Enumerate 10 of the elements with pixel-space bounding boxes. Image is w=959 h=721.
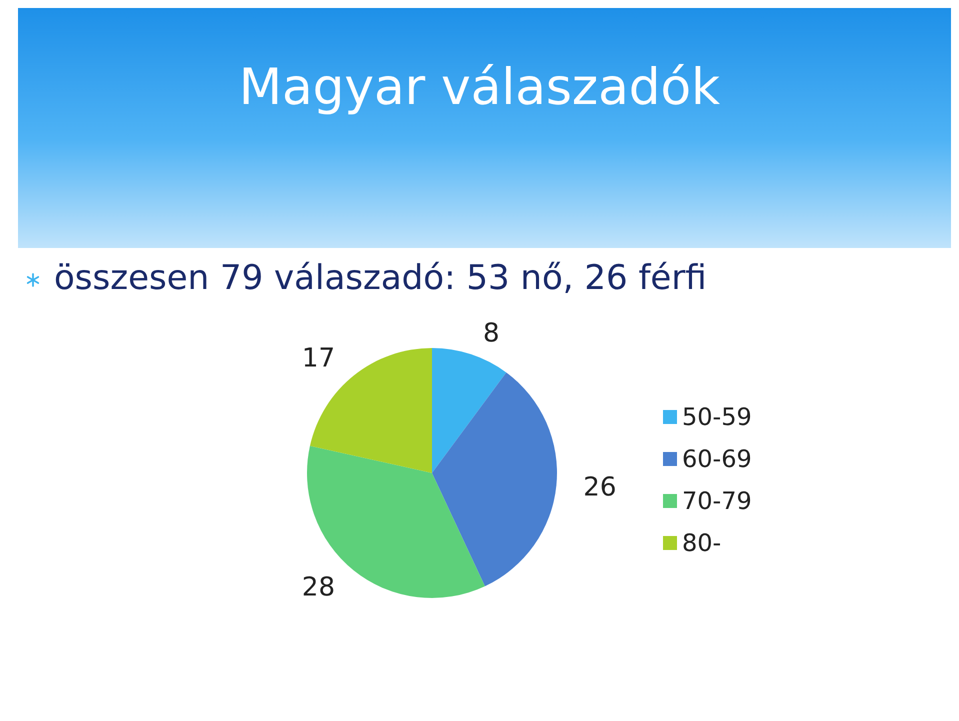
legend-label: 60-69: [682, 445, 752, 473]
data-label: 8: [482, 318, 500, 348]
data-label: 28: [302, 572, 336, 603]
legend-label: 70-79: [682, 487, 752, 515]
legend-label: 80-: [682, 529, 722, 557]
legend-label: 50-59: [682, 403, 752, 431]
chart-title: Magyar válaszadók: [238, 58, 722, 116]
chart-subtitle: összesen 79 válaszadó: 53 nő, 26 férfi: [54, 258, 707, 298]
data-label: 17: [302, 343, 336, 374]
data-label: 26: [583, 472, 616, 503]
